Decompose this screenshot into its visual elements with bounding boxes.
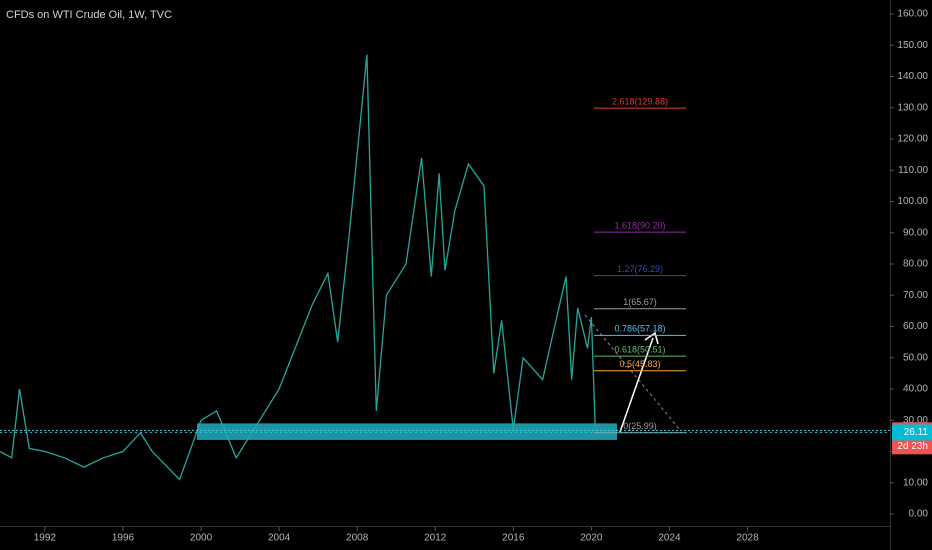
projection-line xyxy=(584,314,681,431)
y-tick-label: 50.00 xyxy=(903,352,928,363)
x-tick-label: 2016 xyxy=(502,533,525,544)
fib-label: 2.618(129.88) xyxy=(612,97,668,107)
x-tick-label: 2000 xyxy=(190,533,213,544)
fib-label: 0.5(45.83) xyxy=(619,359,660,369)
y-tick-label: 80.00 xyxy=(903,259,928,270)
arrow-head xyxy=(644,331,659,345)
support-zone xyxy=(197,423,617,440)
y-tick-label: 70.00 xyxy=(903,290,928,301)
y-tick-label: 0.00 xyxy=(909,509,929,520)
x-tick-label: 1996 xyxy=(112,533,135,544)
x-tick-label: 2024 xyxy=(658,533,681,544)
bid-label: 26.11 xyxy=(904,427,929,438)
y-tick-label: 140.00 xyxy=(897,71,928,82)
x-tick-label: 2020 xyxy=(580,533,603,544)
y-tick-label: 40.00 xyxy=(903,384,928,395)
x-tick-label: 2028 xyxy=(736,533,759,544)
y-tick-label: 120.00 xyxy=(897,134,928,145)
y-tick-label: 160.00 xyxy=(897,9,928,20)
y-tick-label: 30.00 xyxy=(903,415,928,426)
chart-title: CFDs on WTI Crude Oil, 1W, TVC xyxy=(6,9,172,21)
fib-label: 0.618(50.51) xyxy=(614,345,665,355)
x-tick-label: 1992 xyxy=(34,533,57,544)
bid-box xyxy=(892,424,932,441)
y-tick-label: 110.00 xyxy=(898,165,928,176)
y-tick-label: 130.00 xyxy=(897,102,928,113)
x-tick-label: 2008 xyxy=(346,533,369,544)
y-tick-label: 100.00 xyxy=(897,196,928,207)
fib-label: 0(25.99) xyxy=(623,421,657,431)
countdown-box xyxy=(892,438,932,455)
y-tick-label: 90.00 xyxy=(903,227,928,238)
y-tick-label: 150.00 xyxy=(897,40,928,51)
price-line xyxy=(0,54,596,481)
fib-label: 1(65.67) xyxy=(623,297,657,307)
countdown-label: 2d 23h xyxy=(897,441,928,452)
x-tick-label: 2004 xyxy=(268,533,291,544)
fib-label: 1.618(90.20) xyxy=(614,221,665,231)
y-tick-label: 60.00 xyxy=(903,321,928,332)
fib-label: 1.27(76.29) xyxy=(617,264,663,274)
fib-label: 0.786(57.18) xyxy=(614,324,665,334)
y-tick-label: 10.00 xyxy=(903,477,928,488)
x-tick-label: 2012 xyxy=(424,533,447,544)
arrow xyxy=(619,337,654,433)
